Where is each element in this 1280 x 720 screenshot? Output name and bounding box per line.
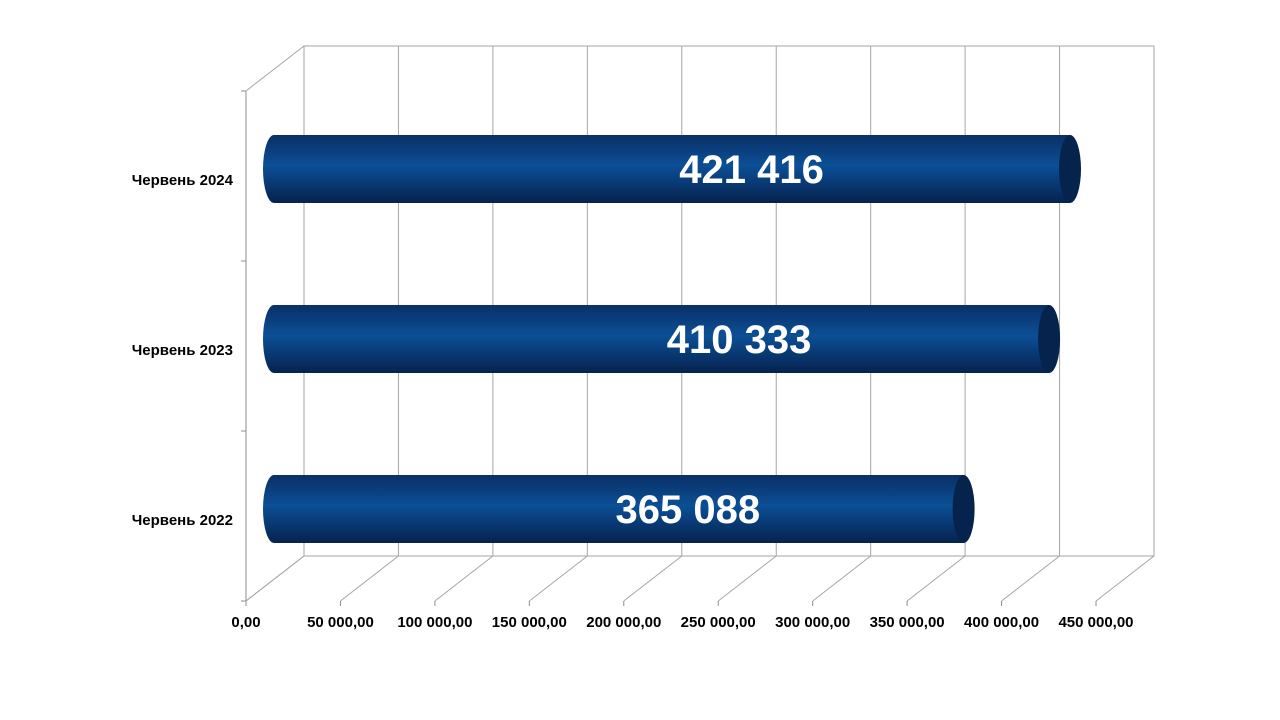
floor-gridline [717,555,777,602]
category-label: Червень 2022 [132,512,233,529]
bar-data-label: 410 333 [667,318,812,362]
floor-gridline [812,555,871,602]
bar: 365 088 [263,475,975,543]
bar-body [263,475,964,543]
bar-body [263,135,1071,203]
bar-end-cap [1059,135,1082,203]
x-tick-label: 150 000,00 [492,614,567,631]
floor-gridline [340,555,399,602]
floor-gridline [245,555,305,602]
bar-data-label: 421 416 [679,148,824,192]
floor-gridline [1095,555,1155,602]
chart-bars: 421 416 410 333 365 088 [263,135,1082,543]
bar: 421 416 [263,135,1082,203]
x-tick-label: 300 000,00 [775,614,850,631]
floor-gridline [1001,555,1060,602]
category-label: Червень 2024 [132,172,234,189]
floor-gridline [906,555,966,602]
chart-side-edge [245,45,305,92]
x-tick-label: 450 000,00 [1058,614,1133,631]
bar-end-cap [1038,305,1061,373]
floor-gridline [434,555,494,602]
floor-gridline [623,555,683,602]
bar-data-label: 365 088 [615,488,760,532]
x-axis-tick-labels: 0,00 50 000,00 100 000,00 150 000,00 200 000… [231,614,1133,631]
bar-end-cap [952,475,975,543]
x-tick-label: 50 000,00 [307,614,374,631]
x-tick-label: 400 000,00 [964,614,1039,631]
category-label: Червень 2023 [132,342,233,359]
bar-body [263,305,1050,373]
x-tick-label: 250 000,00 [681,614,756,631]
y-axis-category-labels: Червень 2024 Червень 2023 Червень 2022 [132,172,234,529]
x-tick-label: 100 000,00 [397,614,472,631]
bar: 410 333 [263,305,1061,373]
chart-gridlines [241,45,1155,606]
x-tick-label: 0,00 [231,614,260,631]
x-tick-label: 350 000,00 [870,614,945,631]
floor-gridline [529,555,588,602]
x-tick-label: 200 000,00 [586,614,661,631]
